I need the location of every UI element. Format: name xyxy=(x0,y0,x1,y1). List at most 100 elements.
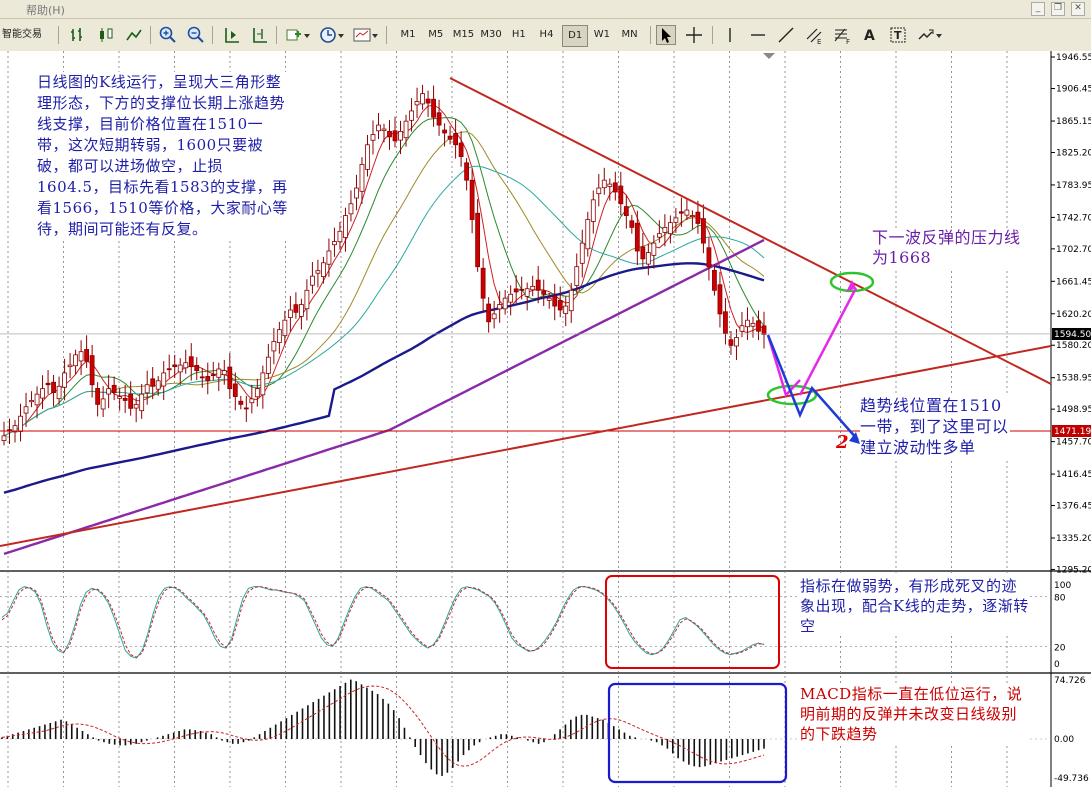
price-panel[interactable] xyxy=(0,84,1051,556)
chart-shift-icon[interactable] xyxy=(250,25,270,45)
arrows-icon[interactable] xyxy=(916,25,936,45)
candle-body xyxy=(139,393,145,412)
candle-body xyxy=(67,364,73,368)
close-icon[interactable]: ✕ xyxy=(1071,2,1085,16)
dropdown-arrow-icon[interactable] xyxy=(338,33,344,39)
candle-body xyxy=(579,242,585,264)
cursor-icon[interactable] xyxy=(656,25,676,45)
bar-chart-icon[interactable] xyxy=(68,25,88,45)
candle-body xyxy=(100,398,106,410)
price-tick-label: 1825.20 xyxy=(1056,148,1091,158)
candle-body xyxy=(221,370,227,376)
timeframe-m5-button[interactable]: M5 xyxy=(428,29,444,40)
candle-body xyxy=(723,311,728,334)
text-label-icon[interactable]: T xyxy=(888,25,908,45)
candle-body xyxy=(546,297,552,301)
candle-body xyxy=(199,376,205,379)
candle-body xyxy=(23,406,29,414)
candle-body xyxy=(387,130,392,138)
timeframe-m30-button[interactable]: M30 xyxy=(480,29,502,40)
candle-body xyxy=(425,98,431,104)
candle-body xyxy=(491,313,497,320)
equidistant-channel-icon[interactable]: E xyxy=(804,25,824,45)
dropdown-arrow-icon[interactable] xyxy=(304,33,310,39)
marker-label: 2 xyxy=(836,432,849,453)
price-tick-label: 1580.20 xyxy=(1056,341,1091,351)
auto-scroll-icon[interactable] xyxy=(222,25,242,45)
candle-body xyxy=(734,337,739,347)
horizontal-line-icon[interactable] xyxy=(748,25,768,45)
zoom-out-icon[interactable] xyxy=(186,25,206,45)
candle-body xyxy=(750,322,756,327)
trendline-note: 趋势线位置在1510一带，到了这里可以建立波动性多单 xyxy=(860,395,1010,458)
timeframe-mn-button[interactable]: MN xyxy=(621,29,638,40)
candle-body xyxy=(480,267,486,299)
templates-icon[interactable] xyxy=(352,25,372,45)
macd-panel[interactable] xyxy=(1,679,765,776)
candle-body xyxy=(590,199,596,222)
timeframe-h1-button[interactable]: H1 xyxy=(511,29,526,40)
candle-body xyxy=(304,289,310,310)
minimize-icon[interactable]: _ xyxy=(1031,2,1045,16)
dropdown-arrow-icon[interactable] xyxy=(372,33,378,39)
candle-body xyxy=(530,285,536,291)
macd-signal-line xyxy=(1,685,765,767)
indicators-icon[interactable] xyxy=(284,25,304,45)
timeframe-d1-button[interactable]: D1 xyxy=(562,25,589,47)
timeframe-h4-button[interactable]: H4 xyxy=(539,29,554,40)
candle-body xyxy=(398,130,403,141)
candle-body xyxy=(739,325,745,332)
candlestick-icon[interactable] xyxy=(96,25,116,45)
price-tick-label: 1783.95 xyxy=(1056,181,1091,191)
restore-icon[interactable]: ❐ xyxy=(1051,2,1065,16)
candle-body xyxy=(321,262,326,277)
timeframe-w1-button[interactable]: W1 xyxy=(593,29,611,40)
candle-body xyxy=(128,393,134,409)
timeframe-m15-button[interactable]: M15 xyxy=(452,29,475,40)
candle-body xyxy=(84,349,90,362)
timeframe-m1-button[interactable]: M1 xyxy=(400,29,416,40)
candle-body xyxy=(629,220,635,228)
price-tick-label: 1416.45 xyxy=(1056,470,1091,480)
projection-blue-path xyxy=(766,334,859,441)
dropdown-arrow-icon[interactable] xyxy=(936,33,942,39)
candle-body xyxy=(497,304,503,310)
candle-body xyxy=(524,288,530,297)
menu-bar: 帮助(H) _ ❐ ✕ xyxy=(0,0,1091,19)
crosshair-icon[interactable] xyxy=(684,25,704,45)
candle-body xyxy=(133,404,139,409)
support-trendline xyxy=(0,345,1052,547)
vertical-line-icon[interactable] xyxy=(720,25,740,45)
clock-icon[interactable] xyxy=(318,25,338,45)
candle-body xyxy=(188,356,194,368)
macd-highlight-box xyxy=(607,682,788,784)
trendline-icon[interactable] xyxy=(776,25,796,45)
stochastic-panel[interactable] xyxy=(1,586,765,659)
price-tick-label: 1865.15 xyxy=(1056,117,1091,127)
stoch-main-line xyxy=(1,586,765,659)
resistance-note: 下一波反弹的压力线为1668 xyxy=(872,228,1024,268)
text-tool-icon[interactable]: A xyxy=(860,25,880,45)
candle-body xyxy=(89,355,95,386)
stoch-tick-label: 100 xyxy=(1054,581,1071,591)
projection-blue-arrowhead xyxy=(849,432,860,444)
candle-body xyxy=(293,304,299,313)
candle-body xyxy=(51,381,56,394)
expert-advisors-button[interactable]: 智能交易 xyxy=(2,25,52,45)
fibonacci-icon[interactable]: F xyxy=(832,25,852,45)
price-tick-label: 1702.70 xyxy=(1056,245,1091,255)
candle-body xyxy=(557,300,563,311)
candle-body xyxy=(365,144,370,170)
menu-help[interactable]: 帮助(H) xyxy=(26,2,65,18)
candle-body xyxy=(117,396,123,399)
current-price-badge xyxy=(1052,327,1091,340)
zoom-in-icon[interactable] xyxy=(158,25,178,45)
line-chart-icon[interactable] xyxy=(124,25,144,45)
candle-body xyxy=(354,187,359,199)
resistance-ellipse xyxy=(829,271,875,293)
candle-body xyxy=(150,378,156,387)
candle-body xyxy=(568,289,574,312)
svg-text:F: F xyxy=(846,38,850,45)
price-tick-label: 1335.20 xyxy=(1056,534,1091,544)
candle-body xyxy=(756,320,761,332)
